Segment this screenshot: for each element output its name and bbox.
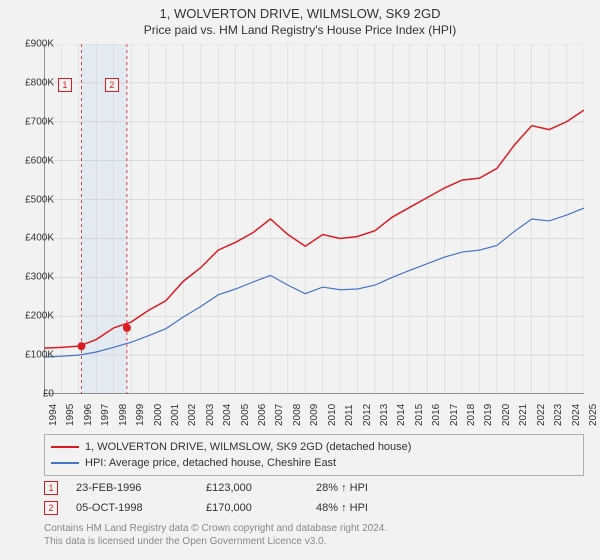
tx-marker: 2: [44, 501, 58, 515]
x-tick-label: 1999: [135, 404, 146, 426]
tx-marker: 1: [44, 481, 58, 495]
y-tick-label: £0: [43, 389, 54, 400]
y-tick-label: £500K: [25, 194, 54, 205]
x-tick-label: 1994: [48, 404, 59, 426]
x-tick-label: 1996: [83, 404, 94, 426]
y-tick-label: £300K: [25, 272, 54, 283]
x-tick-label: 1997: [100, 404, 111, 426]
y-tick-label: £800K: [25, 77, 54, 88]
legend: 1, WOLVERTON DRIVE, WILMSLOW, SK9 2GD (d…: [44, 434, 584, 476]
x-tick-label: 2014: [396, 404, 407, 426]
x-tick-label: 2016: [431, 404, 442, 426]
transactions-table: 1 23-FEB-1996 £123,000 28% ↑ HPI 2 05-OC…: [44, 478, 584, 518]
footer-line: Contains HM Land Registry data © Crown c…: [44, 522, 387, 535]
chart-subtitle: Price paid vs. HM Land Registry's House …: [0, 21, 600, 41]
table-row: 1 23-FEB-1996 £123,000 28% ↑ HPI: [44, 478, 584, 498]
x-tick-label: 1995: [65, 404, 76, 426]
legend-item: HPI: Average price, detached house, Ches…: [51, 455, 577, 471]
x-tick-label: 2007: [274, 404, 285, 426]
table-row: 2 05-OCT-1998 £170,000 48% ↑ HPI: [44, 498, 584, 518]
chart-title: 1, WOLVERTON DRIVE, WILMSLOW, SK9 2GD: [0, 0, 600, 21]
x-tick-label: 2005: [240, 404, 251, 426]
chart-container: 1, WOLVERTON DRIVE, WILMSLOW, SK9 2GD Pr…: [0, 0, 600, 560]
legend-label: HPI: Average price, detached house, Ches…: [85, 457, 336, 469]
legend-label: 1, WOLVERTON DRIVE, WILMSLOW, SK9 2GD (d…: [85, 441, 411, 453]
chart-ref-marker: 1: [58, 78, 72, 92]
x-tick-label: 2008: [292, 404, 303, 426]
x-tick-label: 2006: [257, 404, 268, 426]
x-tick-label: 2019: [483, 404, 494, 426]
tx-date: 05-OCT-1998: [76, 502, 206, 514]
footer-line: This data is licensed under the Open Gov…: [44, 535, 387, 548]
x-tick-label: 2021: [518, 404, 529, 426]
y-tick-label: £600K: [25, 155, 54, 166]
x-tick-label: 2009: [309, 404, 320, 426]
x-tick-label: 2015: [414, 404, 425, 426]
x-tick-label: 2018: [466, 404, 477, 426]
y-tick-label: £700K: [25, 116, 54, 127]
tx-pct: 48% ↑ HPI: [316, 502, 406, 514]
x-tick-label: 1998: [118, 404, 129, 426]
x-tick-label: 2001: [170, 404, 181, 426]
x-tick-label: 2020: [501, 404, 512, 426]
legend-swatch: [51, 446, 79, 448]
x-tick-label: 2002: [187, 404, 198, 426]
x-tick-label: 2025: [588, 404, 599, 426]
y-tick-label: £200K: [25, 311, 54, 322]
x-tick-label: 2004: [222, 404, 233, 426]
legend-item: 1, WOLVERTON DRIVE, WILMSLOW, SK9 2GD (d…: [51, 439, 577, 455]
x-tick-label: 2000: [153, 404, 164, 426]
legend-swatch: [51, 462, 79, 464]
y-tick-label: £400K: [25, 233, 54, 244]
x-tick-label: 2003: [205, 404, 216, 426]
tx-pct: 28% ↑ HPI: [316, 482, 406, 494]
x-tick-label: 2011: [344, 404, 355, 426]
x-tick-label: 2023: [553, 404, 564, 426]
y-tick-label: £100K: [25, 350, 54, 361]
chart-ref-marker: 2: [105, 78, 119, 92]
tx-date: 23-FEB-1996: [76, 482, 206, 494]
x-tick-label: 2010: [327, 404, 338, 426]
x-tick-label: 2022: [536, 404, 547, 426]
y-tick-label: £900K: [25, 39, 54, 50]
x-tick-label: 2012: [362, 404, 373, 426]
tx-price: £123,000: [206, 482, 316, 494]
x-tick-label: 2017: [449, 404, 460, 426]
price-chart: [44, 44, 584, 394]
x-tick-label: 2013: [379, 404, 390, 426]
x-tick-label: 2024: [571, 404, 582, 426]
footer-attribution: Contains HM Land Registry data © Crown c…: [44, 522, 387, 548]
tx-price: £170,000: [206, 502, 316, 514]
